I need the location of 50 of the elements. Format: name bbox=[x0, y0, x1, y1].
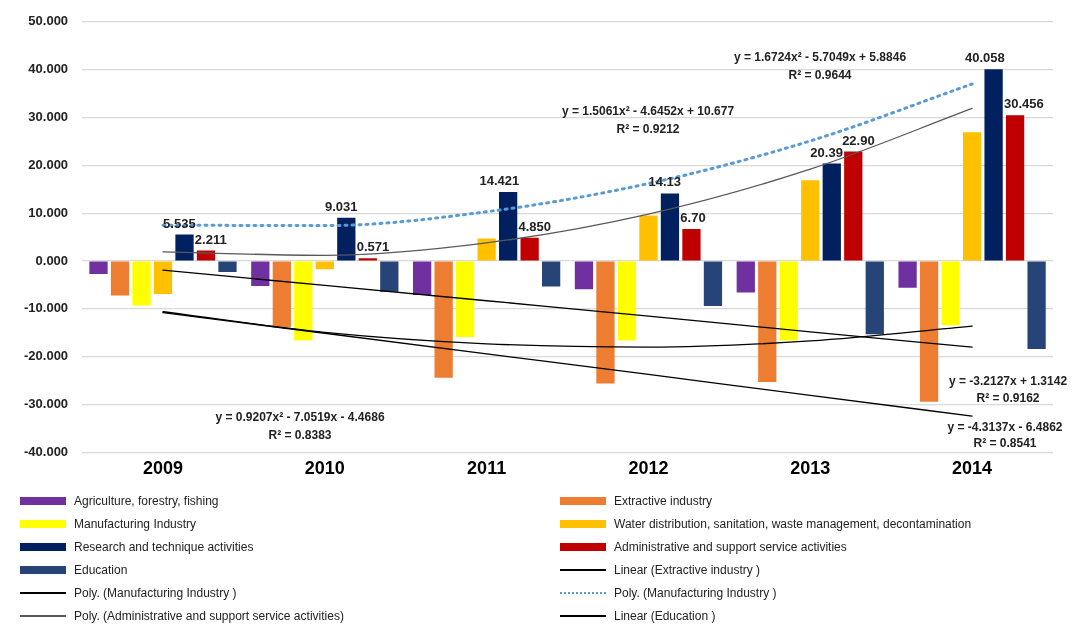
y-tick-label: 50.000 bbox=[28, 13, 69, 29]
legend-label: Education bbox=[74, 562, 128, 577]
y-tick-label: -10.000 bbox=[24, 300, 69, 316]
y-tick-label: 30.000 bbox=[28, 109, 69, 125]
y-tick-label: 40.000 bbox=[28, 61, 69, 77]
legend-label: Manufacturing Industry bbox=[74, 516, 197, 531]
legend-label: Administrative and support service activities bbox=[614, 539, 847, 554]
data-label: 40.058 bbox=[964, 50, 1005, 66]
annotation: R² = 0.9644 bbox=[788, 68, 852, 83]
x-tick-label: 2013 bbox=[790, 458, 831, 479]
annotation: y = 1.6724x² - 5.7049x + 5.8846 bbox=[733, 50, 907, 65]
y-tick-label: 10.000 bbox=[28, 204, 69, 220]
y-tick-label: -30.000 bbox=[24, 396, 69, 412]
annotation: y = 1.5061x² - 4.6452x + 10.677 bbox=[561, 104, 735, 119]
legend-label: Poly. (Administrative and support service activities) bbox=[74, 608, 344, 623]
y-tick-label: 0.000 bbox=[35, 252, 69, 268]
x-tick-label: 2012 bbox=[628, 458, 669, 479]
annotation: y = 0.9207x² - 7.0519x - 4.4686 bbox=[215, 410, 385, 425]
legend-label: Poly. (Manufacturing Industry ) bbox=[614, 585, 777, 600]
legend-label: Research and technique activities bbox=[74, 539, 254, 554]
x-tick-label: 2009 bbox=[142, 458, 184, 479]
annotation: y = -3.2127x + 1.3142 bbox=[948, 374, 1068, 389]
annotation: R² = 0.8383 bbox=[268, 428, 332, 443]
annotation: y = -4.3137x - 6.4862 bbox=[947, 420, 1063, 435]
data-label: 0.571 bbox=[356, 239, 390, 255]
legend-label: Poly. (Manufacturing Industry ) bbox=[74, 585, 237, 600]
legend-label: Linear (Extractive industry ) bbox=[614, 562, 761, 577]
y-tick-label: 20.000 bbox=[28, 156, 69, 172]
data-label: 5.535 bbox=[163, 215, 196, 231]
data-label: 22.90 bbox=[842, 132, 875, 148]
y-tick-label: -20.000 bbox=[24, 348, 69, 364]
y-tick-label: -40.000 bbox=[24, 443, 69, 459]
data-label: 6.70 bbox=[680, 210, 706, 226]
data-label: 14.13 bbox=[648, 174, 682, 190]
data-label: 9.031 bbox=[324, 198, 358, 214]
annotation: R² = 0.9162 bbox=[976, 391, 1040, 406]
x-tick-label: 2014 bbox=[952, 458, 993, 479]
legend-label: Agriculture, forestry, fishing bbox=[74, 493, 219, 508]
data-label: 4.850 bbox=[518, 218, 552, 234]
data-label: 2.211 bbox=[194, 231, 227, 247]
annotation: R² = 0.8541 bbox=[973, 436, 1037, 451]
legend-label: Extractive industry bbox=[614, 493, 713, 508]
legend-label: Water distribution, sanitation, waste management, decontamination bbox=[614, 516, 972, 531]
x-tick-label: 2011 bbox=[467, 458, 507, 479]
x-tick-label: 2010 bbox=[304, 458, 345, 479]
data-label: 20.39 bbox=[810, 144, 843, 160]
annotation: R² = 0.9212 bbox=[616, 122, 680, 137]
legend-label: Linear (Education ) bbox=[614, 608, 716, 623]
data-label: 14.421 bbox=[479, 173, 520, 189]
data-label: 30.456 bbox=[1003, 96, 1044, 112]
